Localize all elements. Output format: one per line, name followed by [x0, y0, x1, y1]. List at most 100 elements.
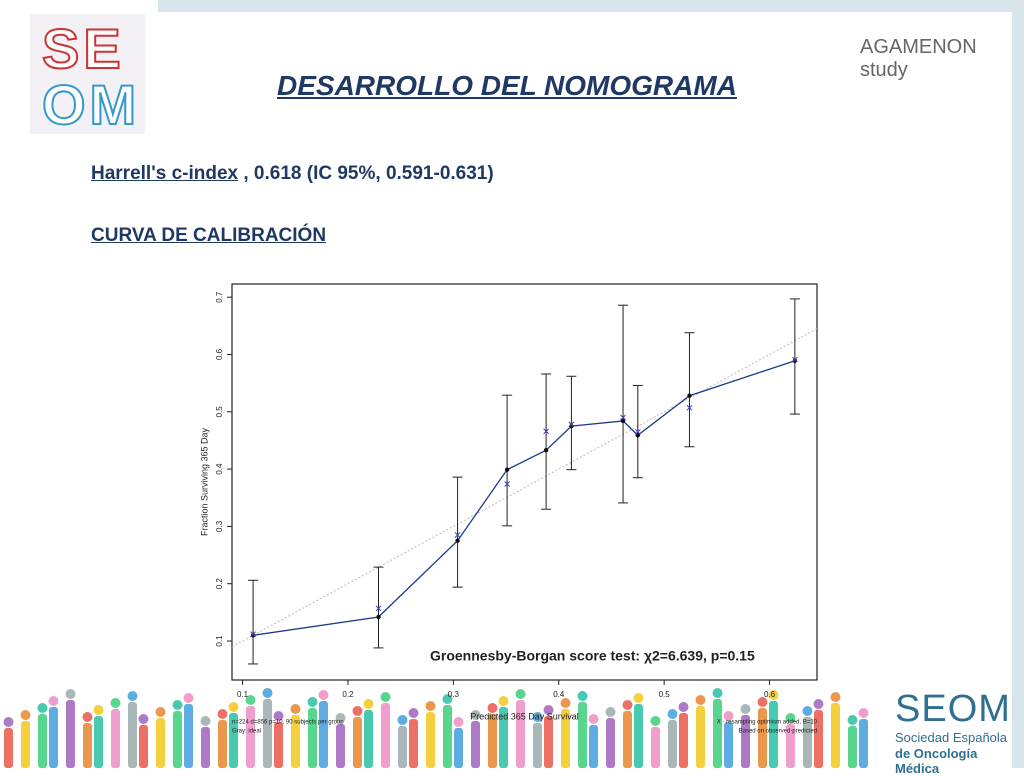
- figure: [263, 699, 272, 768]
- figure-head: [633, 693, 644, 703]
- series-line: [252, 360, 796, 636]
- figure: [291, 715, 300, 768]
- figure-head: [588, 714, 599, 724]
- figure: [769, 701, 778, 768]
- figure: [623, 711, 632, 768]
- y-axis-label: Fraction Surviving 365 Day: [199, 427, 209, 536]
- y-tick-label: 0.4: [215, 463, 224, 475]
- figure: [128, 702, 137, 768]
- x-marker: [634, 429, 641, 435]
- figure-head: [442, 694, 453, 704]
- figure: [516, 700, 525, 768]
- figure-head: [453, 717, 464, 727]
- figure-head: [3, 717, 14, 727]
- figure-head: [802, 706, 813, 716]
- x-marker: [568, 421, 575, 428]
- figure-head: [577, 691, 588, 701]
- figure: [831, 703, 840, 768]
- partner-logo: AGAMENON study: [860, 36, 977, 81]
- figure-head: [768, 690, 779, 700]
- figure-head: [515, 689, 526, 699]
- plot-frame: [231, 283, 818, 681]
- figure-head: [172, 700, 183, 710]
- logo-box: SE OM: [30, 14, 145, 137]
- figure: [246, 706, 255, 768]
- figure: [454, 728, 463, 768]
- figure: [471, 721, 480, 768]
- figure: [308, 708, 317, 768]
- figure: [696, 706, 705, 768]
- x-tick-label: 0.5: [659, 690, 671, 699]
- figure: [66, 700, 75, 768]
- footnote: X - resampling optimism added, B=10: [717, 720, 818, 726]
- figure: [156, 718, 165, 768]
- figure-head: [200, 716, 211, 726]
- figure: [786, 724, 795, 768]
- x-marker: [250, 631, 256, 638]
- point: [455, 538, 460, 543]
- x-tick-label: 0.3: [448, 690, 460, 699]
- logo-text: OM: [41, 72, 141, 137]
- figure: [21, 721, 30, 768]
- figure-head: [560, 698, 571, 708]
- figure-head: [813, 699, 824, 709]
- footnote: Gray: ideal: [232, 729, 261, 735]
- figure-head: [408, 708, 419, 718]
- y-tick-label: 0.1: [215, 635, 224, 647]
- figure-head: [65, 689, 76, 699]
- figure-head: [470, 710, 481, 720]
- point: [504, 467, 510, 472]
- figure-head: [858, 708, 869, 718]
- figure: [606, 718, 615, 768]
- figure: [336, 724, 345, 768]
- figure-head: [622, 700, 633, 710]
- c-index-line: Harrell's c-index , 0.618 (IC 95%, 0.591…: [91, 163, 494, 185]
- figure: [201, 727, 210, 768]
- figure: [634, 704, 643, 768]
- figure-head: [543, 705, 554, 715]
- footer-logo-name: SEOM: [895, 688, 1011, 730]
- figure: [589, 725, 598, 768]
- x-tick-label: 0.1: [237, 690, 249, 699]
- figure: [184, 704, 193, 768]
- x-marker: [375, 605, 382, 612]
- figure: [561, 709, 570, 768]
- figure: [426, 712, 435, 768]
- point: [792, 358, 798, 363]
- figure: [4, 728, 13, 768]
- figure: [173, 711, 182, 768]
- point: [687, 393, 692, 398]
- figure: [353, 717, 362, 768]
- point: [620, 418, 626, 424]
- figure: [83, 723, 92, 768]
- point: [543, 447, 549, 453]
- figure: [803, 717, 812, 768]
- y-tick-label: 0.6: [215, 348, 224, 360]
- annotation-bg: [424, 644, 814, 670]
- footnote: n=224 d=856 p=10, 90 subjects per group: [232, 720, 344, 726]
- section-title: CURVA DE CALIBRACIÓN: [91, 225, 327, 246]
- x-tick-label: 0.2: [342, 690, 354, 699]
- x-marker: [454, 532, 461, 538]
- figure: [229, 713, 238, 768]
- figure: [814, 710, 823, 768]
- figure: [544, 716, 553, 768]
- figure: [274, 722, 283, 768]
- figure-head: [93, 705, 104, 715]
- x-tick-label: 0.6: [764, 690, 776, 699]
- figure: [533, 723, 542, 768]
- figure: [38, 714, 47, 768]
- figure: [381, 703, 390, 768]
- right-band: [1012, 0, 1024, 768]
- figure-head: [155, 707, 166, 717]
- figure-head: [262, 688, 273, 698]
- figure: [499, 707, 508, 768]
- point: [250, 633, 256, 638]
- figure-head: [273, 711, 284, 721]
- people-decoration: [3, 688, 869, 768]
- x-marker: [792, 356, 798, 363]
- figure-head: [380, 692, 391, 702]
- figure: [218, 720, 227, 768]
- slide-title: DESARROLLO DEL NOMOGRAMA: [277, 70, 737, 101]
- figure-head: [667, 709, 678, 719]
